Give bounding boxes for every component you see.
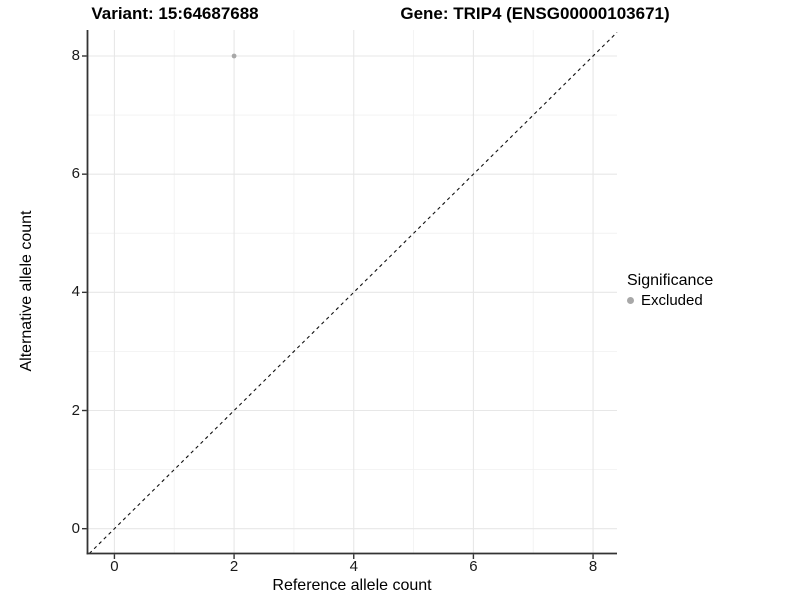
legend-key-dot-icon bbox=[627, 297, 634, 304]
y-tick-label: 8 bbox=[71, 46, 80, 64]
x-tick-label: 2 bbox=[229, 558, 239, 575]
y-axis-title: Alternative allele count bbox=[18, 210, 35, 372]
x-axis-title: Reference allele count bbox=[272, 577, 432, 594]
legend-item: Excluded bbox=[627, 292, 713, 309]
data-point bbox=[231, 53, 237, 59]
y-tick-label: 6 bbox=[71, 165, 80, 183]
x-tick-label: 4 bbox=[349, 558, 358, 575]
legend-title: Significance bbox=[627, 272, 714, 289]
legend: Significance Excluded bbox=[627, 271, 713, 309]
y-tick-label: 4 bbox=[71, 283, 80, 301]
legend-items: Excluded bbox=[627, 292, 713, 309]
plot-title-variant: Variant: 15:64687688 bbox=[91, 4, 259, 23]
legend-item-label: Excluded bbox=[641, 292, 703, 309]
y-tick-label: 2 bbox=[71, 401, 80, 419]
x-tick-label: 0 bbox=[110, 558, 119, 575]
y-tick-label: 0 bbox=[71, 519, 80, 537]
x-tick-label: 8 bbox=[588, 558, 598, 575]
x-tick-label: 6 bbox=[469, 558, 478, 575]
identity-dashed-line bbox=[88, 31, 618, 554]
plot-title-gene: Gene: TRIP4 (ENSG00000103671) bbox=[400, 4, 670, 23]
